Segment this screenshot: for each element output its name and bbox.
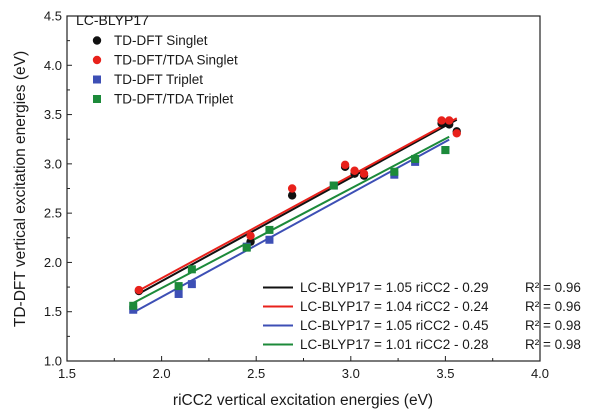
y-tick-label: 3.0	[44, 156, 62, 171]
point-series-4	[329, 181, 338, 190]
point-series-4	[187, 265, 196, 274]
point-series-2	[444, 116, 454, 125]
point-series-3	[187, 280, 196, 289]
fit-r-squared: R² = 0.96	[525, 299, 581, 314]
fit-r-squared: R² = 0.98	[525, 318, 581, 333]
legend-label: TD-DFT/TDA Singlet	[114, 53, 238, 68]
fit-line-2	[138, 117, 458, 292]
y-tick-label: 4.5	[44, 9, 62, 24]
legend-entries: TD-DFT Singlet TD-DFT/TDA Singlet TD-DFT T…	[92, 33, 238, 107]
fit-r-squared: R² = 0.96	[525, 280, 581, 295]
x-tick-label: 3.0	[342, 366, 360, 381]
fit-line-4	[132, 135, 450, 304]
x-axis-title: riCC2 vertical excitation energies (eV)	[173, 392, 433, 409]
x-axis-ticks: 1.5 2.0 2.5 3.0 3.5 4.0	[58, 356, 549, 381]
point-series-4	[411, 154, 420, 163]
legend-label: TD-DFT Singlet	[114, 33, 208, 48]
fit-line-1	[138, 118, 458, 295]
fit-equation: LC-BLYP17 = 1.04 riCC2 - 0.24	[300, 299, 489, 314]
point-series-2	[287, 184, 297, 193]
fit-r-squared: R² = 0.98	[525, 337, 581, 352]
y-tick-label: 4.0	[44, 58, 62, 73]
point-series-2	[246, 231, 255, 241]
legend-marker	[92, 36, 102, 45]
point-series-2	[134, 285, 144, 295]
legend-marker	[92, 55, 102, 65]
point-series-2	[350, 166, 359, 175]
y-tick-label: 2.5	[44, 206, 62, 221]
y-tick-label: 2.0	[44, 255, 62, 270]
point-series-4	[265, 225, 274, 234]
point-series-4	[390, 167, 399, 176]
x-tick-label: 2.0	[153, 366, 171, 381]
point-series-4	[174, 282, 183, 291]
point-series-2	[340, 160, 350, 170]
fit-equation: LC-BLYP17 = 1.05 riCC2 - 0.29	[300, 280, 488, 295]
legend-label: TD-DFT Triplet	[114, 72, 203, 87]
y-tick-label: 1.0	[44, 354, 62, 369]
y-tick-label: 1.5	[44, 304, 62, 319]
point-series-1	[287, 191, 297, 200]
x-tick-label: 3.5	[436, 366, 454, 381]
legend-title: LC-BLYP17	[76, 12, 149, 28]
fit-equation: LC-BLYP17 = 1.05 riCC2 - 0.45	[300, 318, 488, 333]
y-axis-ticks: 1.0 1.5 2.0 2.5 3.0 3.5 4.0 4.5	[44, 9, 72, 369]
point-series-3	[174, 289, 183, 298]
x-tick-label: 1.5	[58, 366, 76, 381]
legend-label: TD-DFT/TDA Triplet	[114, 92, 234, 107]
fit-equation: LC-BLYP17 = 1.01 riCC2 - 0.28	[300, 337, 488, 352]
point-series-3	[265, 235, 274, 244]
point-series-2	[452, 129, 461, 138]
point-series-4	[242, 243, 251, 252]
x-tick-label: 4.0	[531, 366, 549, 381]
fit-lines	[132, 117, 458, 314]
point-series-4	[441, 146, 450, 155]
fit-equations: LC-BLYP17 = 1.05 riCC2 - 0.29 R² = 0.96 LC…	[263, 280, 581, 352]
legend-marker	[93, 95, 101, 103]
point-series-4	[129, 301, 138, 310]
point-series-2	[437, 116, 446, 125]
y-tick-label: 3.5	[44, 107, 62, 122]
x-tick-label: 2.5	[247, 366, 265, 381]
data-points	[129, 116, 461, 314]
point-series-2	[359, 169, 369, 178]
y-axis-title: TD-DFT vertical excitation energies (eV)	[12, 51, 29, 327]
legend: LC-BLYP17 TD-DFT Singlet TD-DFT/TDA Singl…	[76, 12, 238, 107]
legend-marker	[93, 75, 101, 84]
